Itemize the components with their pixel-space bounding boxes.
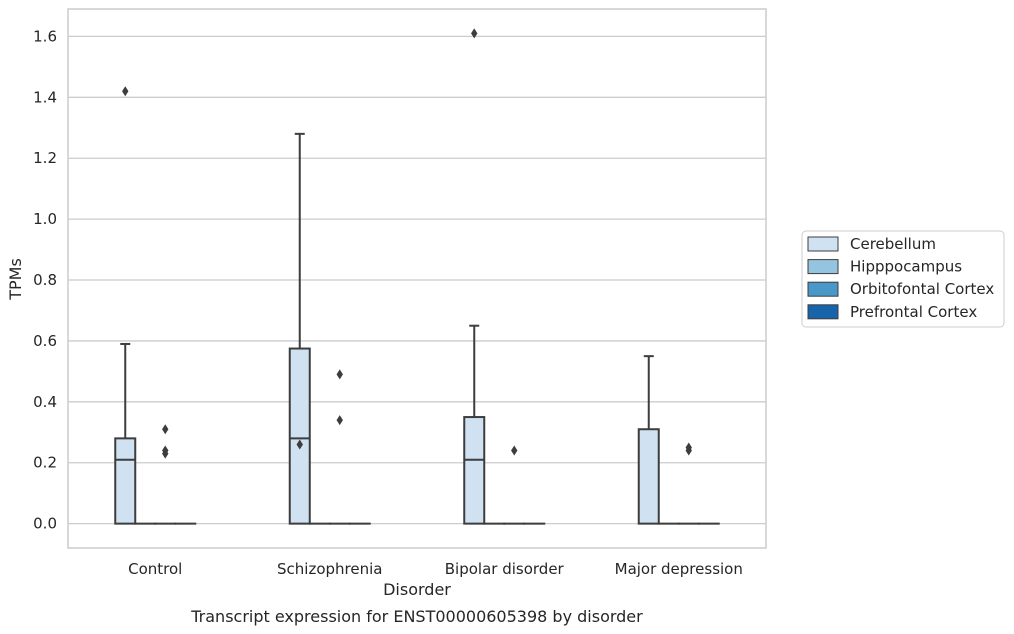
y-tick-label: 0.6 — [33, 332, 57, 350]
outlier-point — [685, 445, 692, 456]
outlier-point — [336, 415, 343, 426]
outlier-point — [336, 369, 343, 380]
chart-caption: Transcript expression for ENST0000060539… — [190, 607, 643, 626]
plot-area-frame — [67, 8, 767, 549]
x-axis-title: Disorder — [383, 580, 451, 599]
box-cerebellum — [114, 86, 137, 525]
box-orbitofontal-cortex — [677, 442, 700, 525]
y-tick-label: 0.2 — [33, 454, 57, 472]
box-body — [288, 347, 311, 525]
box-orbitofontal-cortex — [328, 369, 351, 525]
x-tick-label: Control — [128, 560, 182, 578]
y-tick-label: 0.0 — [33, 515, 57, 533]
x-tick-label: Schizophrenia — [277, 560, 382, 578]
legend-label: Orbitofontal Cortex — [850, 280, 994, 298]
outlier-point — [511, 445, 518, 456]
legend-label: Cerebellum — [850, 235, 936, 253]
legend-swatch — [807, 259, 839, 275]
box-cerebellum — [463, 28, 486, 525]
box-series-layer — [114, 28, 720, 525]
legend-label: Hipppocampus — [850, 258, 962, 276]
y-axis-title: TPMs — [6, 258, 25, 301]
box-body — [114, 437, 137, 525]
outlier-point — [471, 28, 478, 39]
legend: Cerebellum Hipppocampus Orbitofontal Corte… — [801, 230, 1005, 328]
box-body — [637, 428, 660, 525]
x-tick-label: Bipolar disorder — [445, 560, 565, 578]
y-tick-label: 1.6 — [33, 27, 57, 45]
y-tick-label: 1.2 — [33, 149, 57, 167]
legend-frame — [801, 230, 1005, 328]
outlier-point — [296, 439, 303, 450]
x-tick-label: Major depression — [615, 560, 743, 578]
legend-swatch — [807, 236, 839, 252]
legend-swatch — [807, 281, 839, 297]
outlier-point — [162, 448, 169, 459]
box-orbitofontal-cortex — [503, 445, 526, 525]
box-orbitofontal-cortex — [154, 424, 177, 525]
y-tick-label: 0.8 — [33, 271, 57, 289]
y-tick-label: 0.4 — [33, 393, 57, 411]
legend-label: Prefrontal Cortex — [850, 303, 977, 321]
box-cerebellum — [288, 132, 311, 525]
outlier-point — [162, 424, 169, 435]
y-tick-labels: 0.0 0.2 0.4 0.6 0.8 1.0 1.2 1.4 1.6 — [33, 27, 57, 532]
y-tick-label: 1.0 — [33, 210, 57, 228]
grid-lines — [68, 35, 766, 525]
box-cerebellum — [637, 355, 660, 525]
box-body — [463, 416, 486, 525]
y-tick-label: 1.4 — [33, 88, 57, 106]
x-tick-labels: Control Schizophrenia Bipolar disorder Majo… — [128, 560, 743, 578]
outlier-point — [122, 86, 129, 97]
legend-swatch — [807, 304, 839, 320]
